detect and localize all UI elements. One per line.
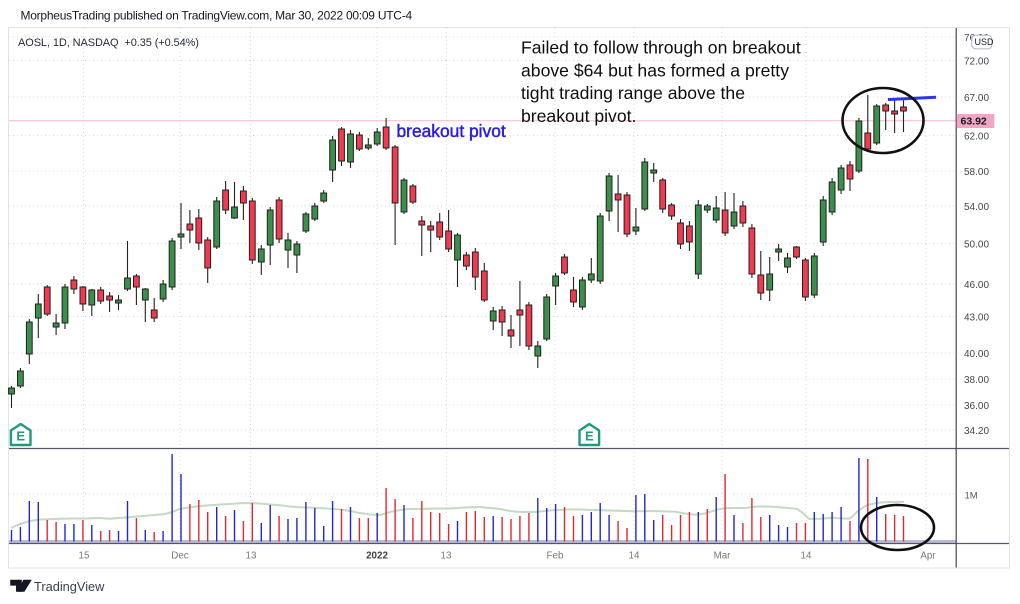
- svg-text:15: 15: [79, 551, 90, 562]
- svg-text:breakout pivot: breakout pivot: [397, 121, 506, 141]
- svg-text:E: E: [16, 429, 25, 444]
- svg-text:Mar: Mar: [714, 551, 732, 562]
- svg-text:13: 13: [246, 551, 257, 562]
- svg-text:14: 14: [801, 551, 812, 562]
- svg-text:62.00: 62.00: [964, 132, 989, 143]
- svg-text:2022: 2022: [366, 551, 388, 562]
- svg-text:USD: USD: [975, 37, 995, 47]
- svg-text:tight trading range above the: tight trading range above the: [521, 83, 745, 103]
- svg-text:54.00: 54.00: [964, 202, 989, 213]
- svg-text:58.00: 58.00: [964, 167, 989, 178]
- svg-text:40.00: 40.00: [964, 349, 989, 360]
- svg-text:50.00: 50.00: [964, 240, 989, 251]
- svg-text:E: E: [585, 429, 594, 444]
- svg-text:38.00: 38.00: [964, 375, 989, 386]
- svg-text:above $64 but has formed a pre: above $64 but has formed a pretty: [521, 60, 789, 80]
- svg-text:Apr: Apr: [920, 551, 936, 562]
- svg-text:67.00: 67.00: [964, 93, 989, 104]
- svg-text:63.92: 63.92: [961, 116, 987, 128]
- svg-text:43.00: 43.00: [964, 313, 989, 324]
- svg-text:14: 14: [629, 551, 640, 562]
- svg-text:13: 13: [441, 551, 452, 562]
- svg-text:Dec: Dec: [171, 551, 189, 562]
- svg-text:1M: 1M: [965, 491, 978, 502]
- svg-text:breakout pivot.: breakout pivot.: [521, 106, 636, 126]
- svg-text:72.00: 72.00: [964, 57, 989, 68]
- svg-text:34.20: 34.20: [964, 426, 989, 437]
- svg-text:46.00: 46.00: [964, 280, 989, 291]
- svg-text:TradingView: TradingView: [34, 579, 105, 594]
- svg-text:36.00: 36.00: [964, 401, 989, 412]
- svg-text:MorpheusTrading published on T: MorpheusTrading published on TradingView…: [21, 9, 413, 23]
- svg-text:Failed to follow through on br: Failed to follow through on breakout: [521, 38, 801, 58]
- svg-text:AOSL, 1D, NASDAQ +0.35 (+0.54: AOSL, 1D, NASDAQ +0.35 (+0.54%): [18, 37, 199, 49]
- svg-text:Feb: Feb: [547, 551, 564, 562]
